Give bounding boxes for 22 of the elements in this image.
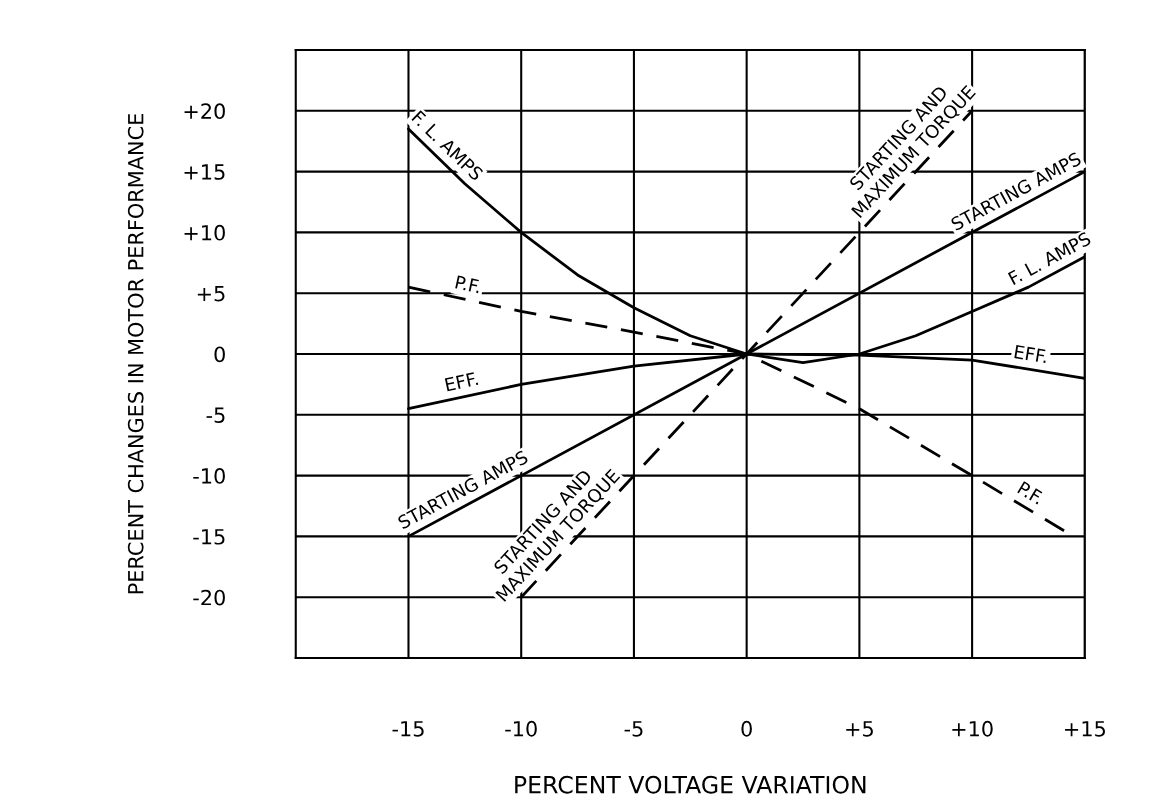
x-tick-label: +15	[1065, 721, 1105, 737]
y-tick-label: +10	[184, 224, 225, 241]
x-axis-title: PERCENT VOLTAGE VARIATION	[515, 775, 866, 794]
y-tick-label: +15	[184, 164, 225, 180]
x-tick-label: -15	[392, 721, 424, 737]
x-tick-label: -5	[624, 721, 643, 737]
y-tick-label: -10	[193, 468, 225, 484]
y-tick-label: +5	[197, 285, 225, 302]
text: P.F.	[1017, 481, 1045, 505]
text: EFF.	[1014, 345, 1046, 364]
y-axis-title: PERCENT CHANGES IN MOTOR PERFORMANCE	[127, 114, 144, 594]
y-tick-label: -15	[193, 529, 225, 545]
x-tick-label: -10	[505, 720, 537, 737]
y-tick-label: 0	[214, 346, 225, 363]
text: EFF.	[444, 371, 479, 392]
x-tick-label: +10	[952, 720, 993, 737]
x-tick-label: 0	[741, 720, 752, 737]
y-tick-label: -20	[193, 589, 225, 606]
x-tick-label: +5	[846, 721, 873, 737]
y-tick-label: +20	[184, 103, 225, 120]
text: P.F.	[455, 275, 479, 294]
y-tick-label: -5	[206, 407, 225, 424]
